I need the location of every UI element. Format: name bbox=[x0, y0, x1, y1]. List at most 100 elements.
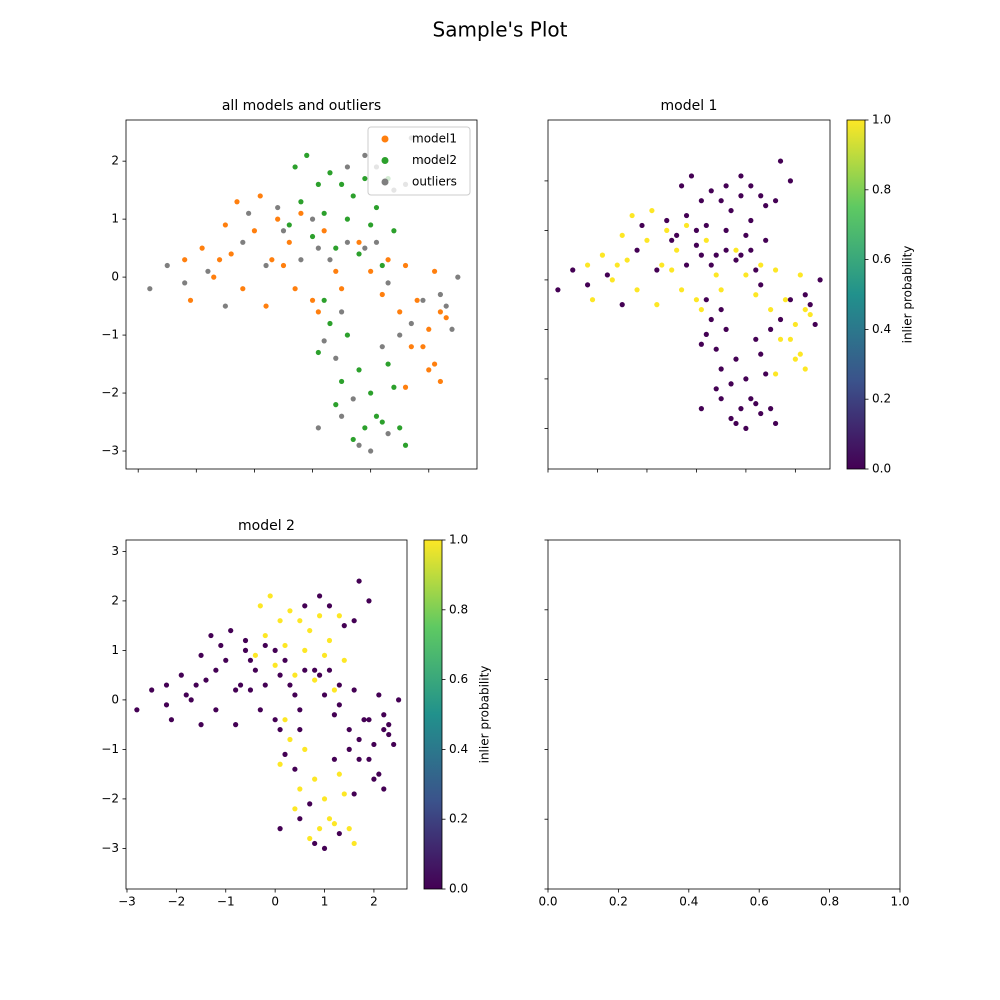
point bbox=[309, 216, 316, 222]
point bbox=[287, 608, 293, 614]
point bbox=[361, 717, 367, 723]
point bbox=[584, 282, 591, 288]
point bbox=[287, 736, 293, 743]
x-tick-label: −2 bbox=[168, 895, 186, 909]
point bbox=[723, 227, 729, 233]
point bbox=[708, 316, 714, 323]
point bbox=[723, 247, 729, 253]
point bbox=[338, 413, 345, 419]
point bbox=[262, 642, 268, 649]
point bbox=[321, 845, 328, 852]
point bbox=[678, 287, 685, 293]
y-tick-label: 0 bbox=[111, 692, 119, 706]
point bbox=[584, 262, 591, 268]
point bbox=[272, 647, 278, 653]
point bbox=[368, 448, 374, 454]
point bbox=[216, 257, 223, 263]
point bbox=[698, 198, 704, 204]
axes-frame bbox=[547, 119, 831, 470]
point bbox=[362, 245, 368, 251]
point bbox=[282, 751, 288, 757]
y-tick-label: 1 bbox=[111, 212, 119, 226]
x-tick-label: 2 bbox=[370, 895, 378, 909]
point bbox=[431, 268, 438, 274]
point bbox=[277, 726, 283, 733]
point bbox=[321, 692, 328, 698]
point bbox=[134, 707, 140, 713]
point bbox=[316, 593, 323, 599]
plot-area bbox=[555, 158, 823, 432]
point bbox=[336, 830, 342, 837]
point bbox=[371, 741, 377, 748]
point bbox=[381, 786, 387, 792]
point bbox=[298, 257, 304, 263]
point bbox=[738, 193, 744, 199]
point bbox=[356, 756, 362, 762]
x-tick-label: 0.4 bbox=[679, 895, 698, 909]
point bbox=[331, 712, 338, 718]
point bbox=[297, 618, 303, 624]
point bbox=[321, 210, 327, 216]
point bbox=[321, 297, 327, 303]
x-tick-label: 0.8 bbox=[820, 895, 839, 909]
point bbox=[316, 613, 323, 619]
point bbox=[443, 315, 449, 321]
point bbox=[292, 286, 298, 292]
point bbox=[599, 252, 606, 258]
x-tick-label: 0 bbox=[271, 895, 279, 909]
x-tick-label: 0.2 bbox=[609, 895, 628, 909]
point bbox=[302, 667, 308, 673]
point bbox=[333, 245, 339, 251]
point bbox=[426, 326, 432, 332]
plot-area bbox=[134, 578, 402, 852]
point bbox=[426, 367, 432, 373]
point bbox=[748, 183, 754, 189]
point bbox=[437, 378, 443, 385]
y-tick-label: −2 bbox=[101, 791, 119, 805]
point bbox=[443, 303, 449, 309]
point bbox=[368, 222, 374, 228]
point bbox=[713, 272, 719, 278]
x-tick-label: −3 bbox=[118, 895, 136, 909]
point bbox=[246, 210, 252, 216]
point bbox=[309, 297, 316, 303]
point bbox=[356, 442, 362, 448]
y-tick-label: −1 bbox=[101, 742, 119, 756]
colorbar-tick-label: 0.0 bbox=[449, 882, 468, 896]
point bbox=[669, 267, 675, 273]
point bbox=[272, 662, 278, 668]
axes-frame bbox=[125, 539, 408, 890]
point bbox=[356, 736, 362, 743]
point bbox=[763, 203, 769, 209]
point bbox=[302, 603, 308, 609]
point bbox=[272, 717, 278, 723]
point bbox=[178, 672, 184, 678]
point bbox=[402, 442, 409, 448]
point bbox=[267, 593, 273, 599]
point bbox=[247, 657, 254, 663]
point bbox=[802, 366, 808, 372]
point bbox=[198, 722, 204, 728]
point bbox=[336, 771, 342, 777]
point bbox=[163, 682, 170, 688]
point bbox=[758, 262, 764, 268]
point bbox=[624, 257, 630, 263]
point bbox=[674, 247, 680, 253]
point bbox=[344, 332, 351, 338]
x-tick-label: 0.6 bbox=[750, 895, 769, 909]
point bbox=[768, 326, 774, 332]
point bbox=[286, 239, 292, 245]
point bbox=[698, 252, 704, 258]
point bbox=[703, 331, 709, 337]
point bbox=[408, 344, 414, 350]
point bbox=[251, 228, 258, 234]
y-tick-label: 1 bbox=[111, 643, 119, 657]
point bbox=[792, 356, 798, 362]
point bbox=[385, 257, 391, 263]
point bbox=[362, 425, 368, 431]
point bbox=[703, 297, 709, 303]
point bbox=[149, 687, 155, 693]
point bbox=[346, 726, 352, 733]
point bbox=[802, 292, 808, 298]
point bbox=[228, 251, 234, 257]
